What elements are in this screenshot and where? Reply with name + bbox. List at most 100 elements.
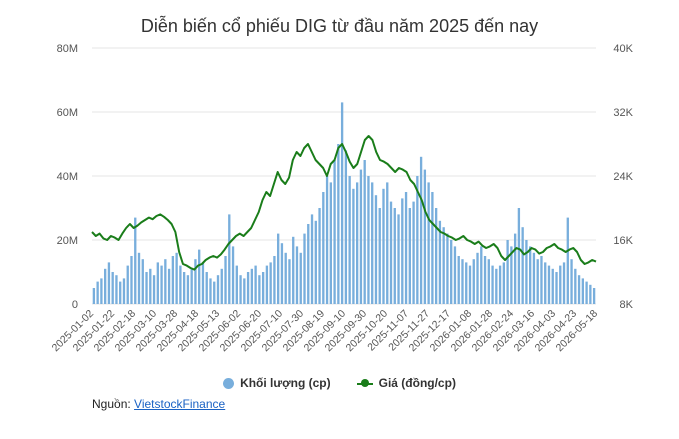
volume-bar (246, 272, 250, 304)
volume-bar (182, 272, 186, 304)
volume-bar (213, 281, 216, 304)
volume-bar (239, 275, 242, 304)
volume-bar (540, 256, 543, 304)
volume-bar (303, 233, 306, 304)
grid-lines (92, 47, 596, 305)
volume-bar (201, 262, 205, 304)
volume-bar (340, 102, 344, 305)
source-link[interactable]: VietstockFinance (134, 397, 226, 411)
volume-bar (506, 240, 509, 304)
volume-bar (104, 268, 107, 304)
volume-bar (577, 275, 581, 304)
volume-bar (156, 262, 159, 304)
volume-bar (220, 268, 223, 304)
volume-bar (457, 256, 460, 304)
volume-bar (284, 252, 287, 304)
volume-bar (570, 259, 573, 304)
volume-bar (167, 268, 171, 304)
volume-bar (111, 272, 114, 304)
volume-bar (175, 252, 178, 304)
volume-bar (329, 182, 332, 304)
legend-price[interactable]: Giá (đồng/cp) (356, 376, 456, 390)
volume-bar (562, 262, 566, 304)
volume-bar (491, 265, 494, 304)
left-tick-label: 40M (57, 171, 78, 183)
volume-bar (224, 256, 227, 304)
volume-bar (299, 252, 302, 304)
volume-bar (344, 150, 348, 304)
volume-bar (231, 246, 235, 304)
volume-bar (205, 272, 208, 304)
volume-bar (529, 246, 532, 304)
volume-bar (307, 224, 310, 304)
volume-bar (356, 182, 359, 304)
volume-bar (254, 265, 257, 304)
volume-bar (592, 288, 596, 304)
volume-bar (273, 256, 276, 304)
volume-bar (171, 256, 175, 304)
volume-bar (393, 208, 396, 304)
volume-bar (589, 284, 592, 304)
volume-bar (235, 265, 238, 304)
volume-bar (581, 278, 584, 304)
volume-bar (130, 256, 133, 304)
legend-price-label: Giá (đồng/cp) (378, 376, 456, 390)
volume-bar (265, 265, 269, 304)
volume-bar (551, 268, 554, 304)
volume-bar (149, 268, 152, 304)
right-tick-label: 24K (613, 171, 633, 183)
volume-bar (134, 217, 137, 304)
volume-bar (261, 272, 265, 304)
volume-bar (502, 262, 506, 304)
volume-bar (92, 288, 96, 304)
volume-bar (258, 275, 261, 304)
price-series-line (91, 135, 597, 271)
volume-bar (468, 265, 472, 304)
volume-bar (243, 278, 246, 304)
price-legend-icon (356, 378, 373, 389)
legend-volume[interactable]: Khối lượng (cp) (223, 376, 331, 390)
volume-bar (465, 262, 468, 304)
volume-bar (408, 208, 411, 304)
volume-bar (374, 195, 378, 304)
right-tick-label: 40K (613, 43, 633, 55)
volume-bar (450, 240, 453, 304)
volume-bar (115, 275, 118, 304)
volume-bar (209, 278, 212, 304)
volume-bar (544, 262, 547, 304)
volume-bar (107, 262, 111, 304)
volume-bar (141, 259, 144, 304)
volume-bar (359, 169, 363, 304)
price-line (91, 135, 597, 271)
volume-bar (100, 278, 103, 304)
volume-bar (348, 176, 351, 304)
source-line: Nguồn: VietstockFinance (92, 397, 225, 411)
volume-bars (92, 102, 596, 305)
volume-bar (314, 220, 317, 304)
volume-bar (401, 198, 404, 304)
volume-bar (431, 192, 434, 304)
volume-bar (536, 259, 539, 304)
left-tick-label: 0 (72, 299, 78, 311)
volume-bar (96, 281, 99, 304)
volume-bar (122, 278, 126, 304)
volume-legend-icon (223, 377, 235, 389)
volume-bar (547, 265, 551, 304)
volume-bar (318, 208, 321, 304)
volume-bar (386, 182, 389, 304)
volume-bar (495, 268, 498, 304)
volume-bar (585, 281, 588, 304)
volume-bar (397, 214, 400, 304)
volume-bar (198, 249, 201, 304)
volume-bar (228, 214, 231, 304)
volume-bar (152, 275, 156, 304)
volume-bar (532, 252, 536, 304)
volume-bar (498, 265, 502, 304)
volume-bar (186, 275, 190, 304)
volume-bar (472, 259, 475, 304)
volume-bar (574, 268, 577, 304)
volume-bar (190, 268, 193, 304)
left-tick-label: 60M (57, 107, 78, 119)
volume-bar (325, 176, 329, 304)
volume-bar (442, 227, 445, 304)
